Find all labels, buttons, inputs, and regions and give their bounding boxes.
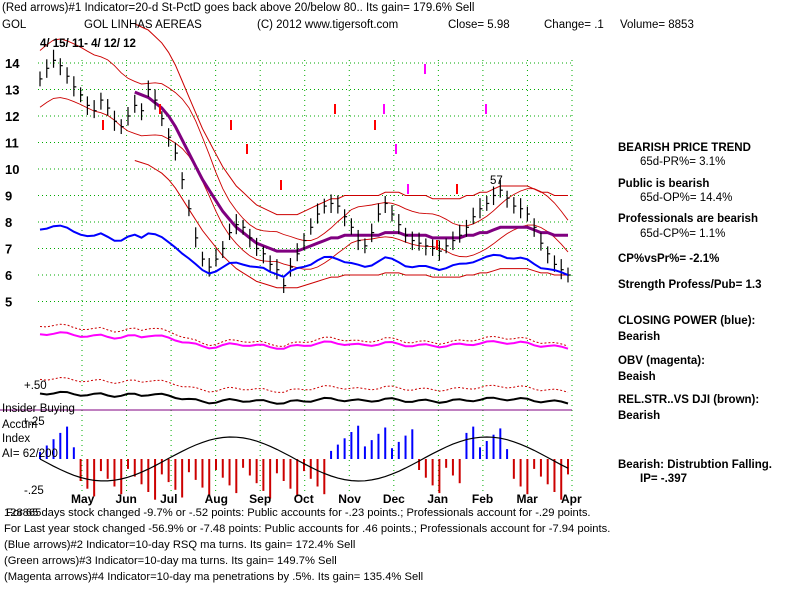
closing-power-line	[39, 224, 569, 279]
bottom-line-4: (Green arrows)#3 Indicator=10-day ma tur…	[4, 555, 337, 567]
cp-value: 65d-CP%= 1.1%	[640, 228, 726, 240]
obv-title: OBV (magenta):	[618, 355, 705, 367]
x-tick-label: Feb	[472, 492, 493, 506]
relstr-value: Bearish	[618, 410, 661, 422]
y-tick-label: 11	[5, 136, 19, 151]
volume-value: Volume= 8853	[620, 19, 694, 31]
y-tick-label: 5	[5, 295, 12, 310]
close-value: Close= 5.98	[448, 19, 510, 31]
y-tick-label: 12	[5, 109, 19, 124]
ai-label: AI= 62/200	[2, 448, 58, 460]
x-tick-label: Nov	[338, 492, 361, 506]
strength-ratio: Strength Profess/Pub= 1.3	[618, 279, 762, 291]
y-tick-label: 13	[5, 83, 19, 98]
copyright: (C) 2012 www.tigersoft.com	[257, 19, 399, 31]
index-label: Index	[2, 433, 31, 445]
indicator-lines	[0, 224, 572, 411]
y-tick-label: 8	[5, 215, 12, 230]
op-value: 65d-OP%= 14.4%	[640, 192, 733, 204]
price-bars	[39, 49, 571, 294]
distribution-title: Bearish: Distrubtion Falling.	[618, 459, 772, 471]
price-gridlines	[38, 60, 573, 492]
x-tick-label: Oct	[294, 492, 314, 506]
x-tick-label: Jun	[116, 492, 137, 506]
ip-value: IP= -.397	[640, 473, 687, 485]
accum-label: Accum	[2, 419, 38, 431]
y-tick-label: 9	[5, 189, 12, 204]
price-axis-ticks: 14 13 12 11 10 9 8 7 6 5	[5, 56, 20, 310]
moving-average-line	[134, 90, 568, 253]
x-tick-label: Jan	[427, 492, 448, 506]
y-tick-label: 7	[5, 242, 12, 257]
x-tick-label: Sep	[249, 492, 271, 506]
bottom-line-1-prefix: 128865	[4, 507, 42, 519]
relstr-title: REL.STR..VS DJI (brown):	[618, 394, 760, 406]
insider-buying-label: Insider Buying	[2, 403, 75, 415]
accum-plus-label: +.25	[22, 416, 45, 428]
bottom-line-1: For 65 days stock changed -9.7% or -.52 …	[6, 507, 591, 519]
header-signal-line: (Red arrows)#1 Indicator=20-d St-PctD go…	[2, 2, 475, 14]
x-tick-label: Aug	[205, 492, 228, 506]
ticker: GOL	[2, 19, 27, 31]
professionals-title: Professionals are bearish	[618, 213, 758, 225]
accum-minus-label: -.25	[24, 485, 44, 497]
public-title: Public is bearish	[618, 178, 710, 190]
obv-ma-line	[39, 323, 569, 348]
obv-value: Beaish	[618, 371, 656, 383]
bottom-line-5: (Magenta arrows)#4 Indicator=10-day ma p…	[4, 571, 424, 583]
company-name: GOL LINHAS AEREAS	[84, 19, 202, 31]
closing-power-title: CLOSING POWER (blue):	[618, 315, 756, 327]
price-label-57: 57	[490, 175, 503, 187]
y-tick-label: 14	[5, 56, 20, 71]
x-tick-label: Apr	[561, 492, 582, 506]
upper-band	[134, 23, 568, 216]
bottom-line-2: For Last year stock changed -56.9% or -7…	[4, 523, 611, 535]
x-tick-label: Dec	[383, 492, 405, 506]
signal-arrows	[102, 64, 487, 250]
y-tick-label: 6	[5, 268, 12, 283]
trend-title: BEARISH PRICE TREND	[618, 142, 751, 154]
obv-line	[39, 331, 569, 350]
cp-vs-pr: CP%vsPr%= -2.1%	[618, 253, 720, 265]
x-tick-label: Jul	[160, 492, 177, 506]
lower-band	[134, 160, 568, 289]
y-tick-label: 10	[5, 162, 19, 177]
x-tick-label: Mar	[516, 492, 538, 506]
upper-short-band	[39, 38, 569, 241]
month-axis-ticks: May Jun Jul Aug Sep Oct Nov Dec Jan Feb Mar Apr	[71, 492, 582, 506]
date-range: 4/ 15/ 11- 4/ 12/ 12	[40, 38, 136, 50]
closing-power-value: Bearish	[618, 331, 661, 343]
relstr-ma-line	[39, 376, 569, 393]
x-tick-label: May	[71, 492, 95, 506]
bottom-line-3: (Blue arrows)#2 Indicator=10-day RSQ ma …	[4, 539, 356, 551]
relstr-level-label: +.50	[24, 380, 47, 392]
lower-short-band	[39, 97, 569, 270]
relstr-line	[39, 390, 569, 405]
change-value: Change= .1	[544, 19, 604, 31]
accum-ma-line	[39, 436, 569, 482]
accumulation-index-bars	[39, 425, 569, 500]
pr-value: 65d-PR%= 3.1%	[640, 156, 726, 168]
